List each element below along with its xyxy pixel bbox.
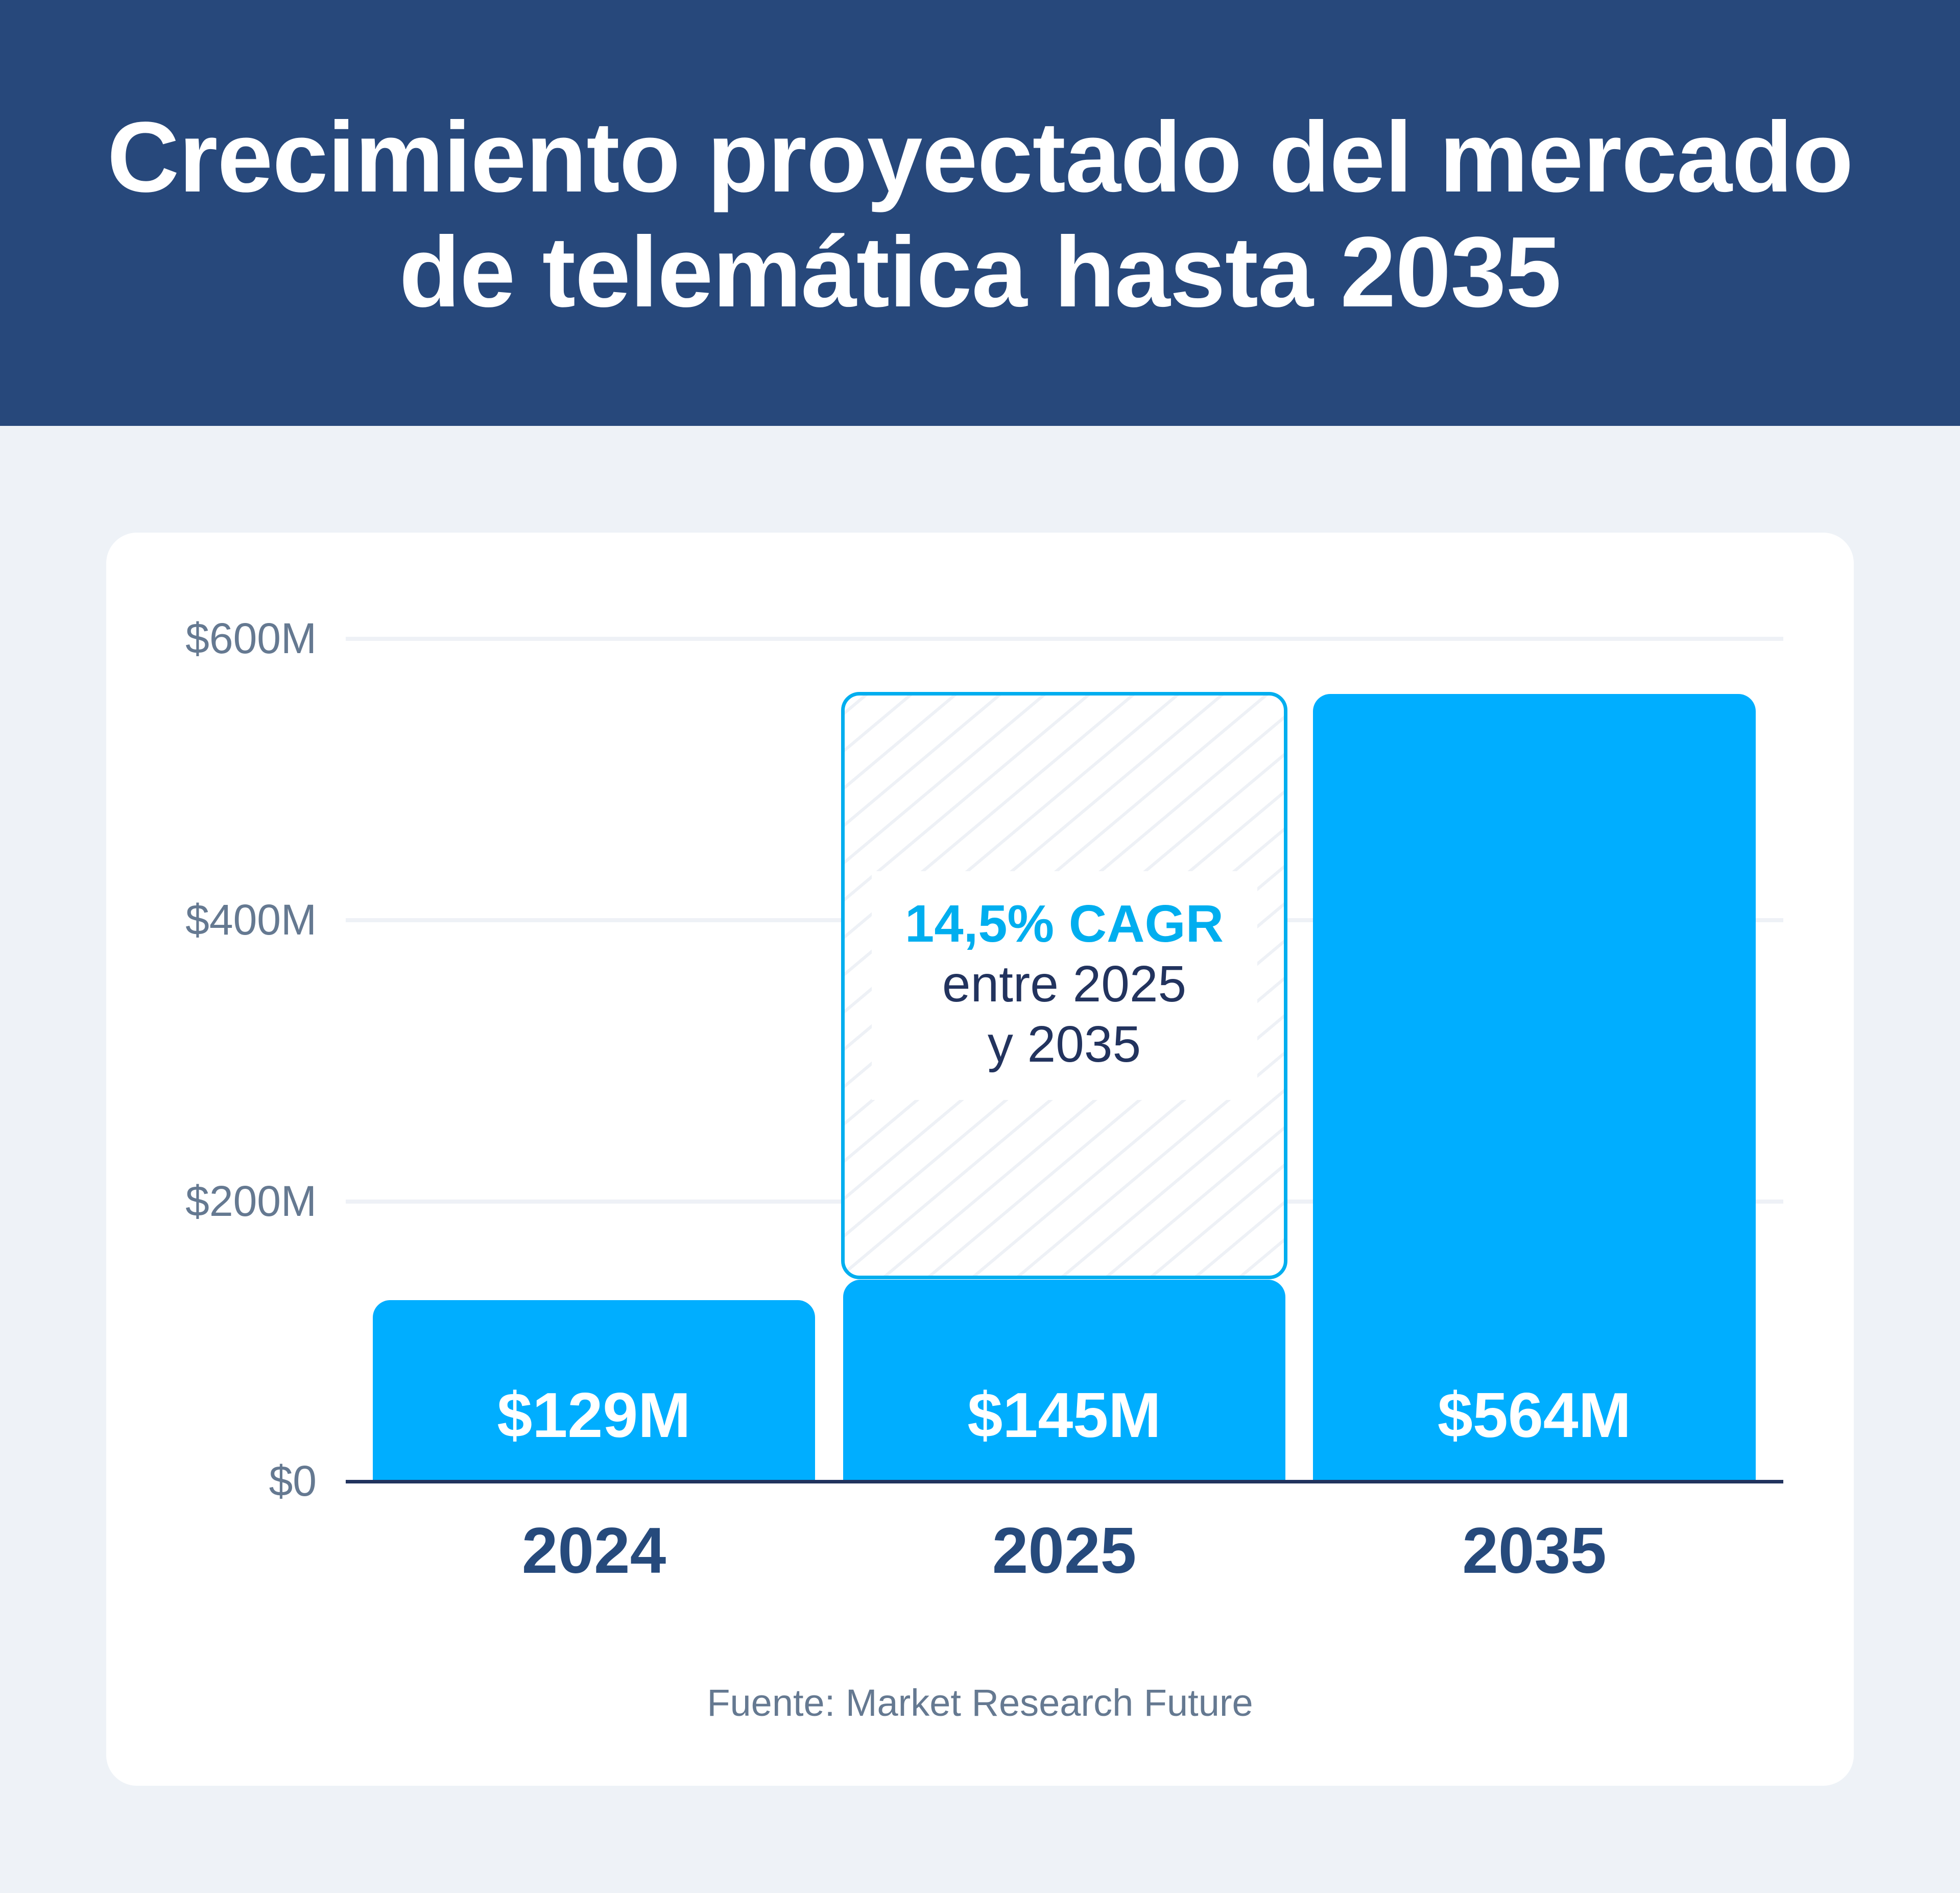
y-tick-200m: $200M	[185, 1177, 317, 1225]
cagr-highlight: 14,5% CAGR	[905, 894, 1224, 953]
source-note: Fuente: Market Research Future	[707, 1682, 1253, 1724]
x-label-2035: 2035	[1462, 1514, 1607, 1587]
bar-value-2025: $145M	[967, 1380, 1161, 1451]
bar-2025: $145M	[843, 1280, 1285, 1481]
x-axis-line	[346, 1480, 1783, 1483]
chart-title: Crecimiento proyectado del mercado de te…	[107, 97, 1854, 329]
bar-2024: $129M	[373, 1300, 815, 1481]
chart-title-line-1: Crecimiento proyectado del mercado	[107, 101, 1854, 213]
chart-card: $600M $400M $200M $0 14,5% CAGR entre 20…	[106, 533, 1854, 1786]
cagr-annotation: 14,5% CAGR entre 2025 y 2035	[845, 894, 1284, 1074]
cagr-period-line-1: entre 2025	[942, 955, 1187, 1013]
y-tick-600m: $600M	[185, 614, 317, 662]
cagr-text-backdrop	[872, 871, 1257, 1100]
bar-value-2035: $564M	[1437, 1380, 1632, 1451]
cagr-projection-box: 14,5% CAGR entre 2025 y 2035	[841, 692, 1287, 1279]
x-label-2024: 2024	[521, 1514, 666, 1587]
bar-value-2024: $129M	[497, 1380, 691, 1451]
gridline-600m	[346, 637, 1783, 641]
bar-2035: $564M	[1313, 694, 1756, 1481]
y-tick-400m: $400M	[185, 896, 317, 944]
chart-title-line-2: de telemática hasta 2035	[399, 216, 1562, 328]
y-tick-0: $0	[269, 1457, 317, 1505]
x-label-2025: 2025	[992, 1514, 1137, 1587]
header-banner: Crecimiento proyectado del mercado de te…	[0, 0, 1960, 426]
cagr-period-line-2: y 2035	[987, 1016, 1141, 1073]
